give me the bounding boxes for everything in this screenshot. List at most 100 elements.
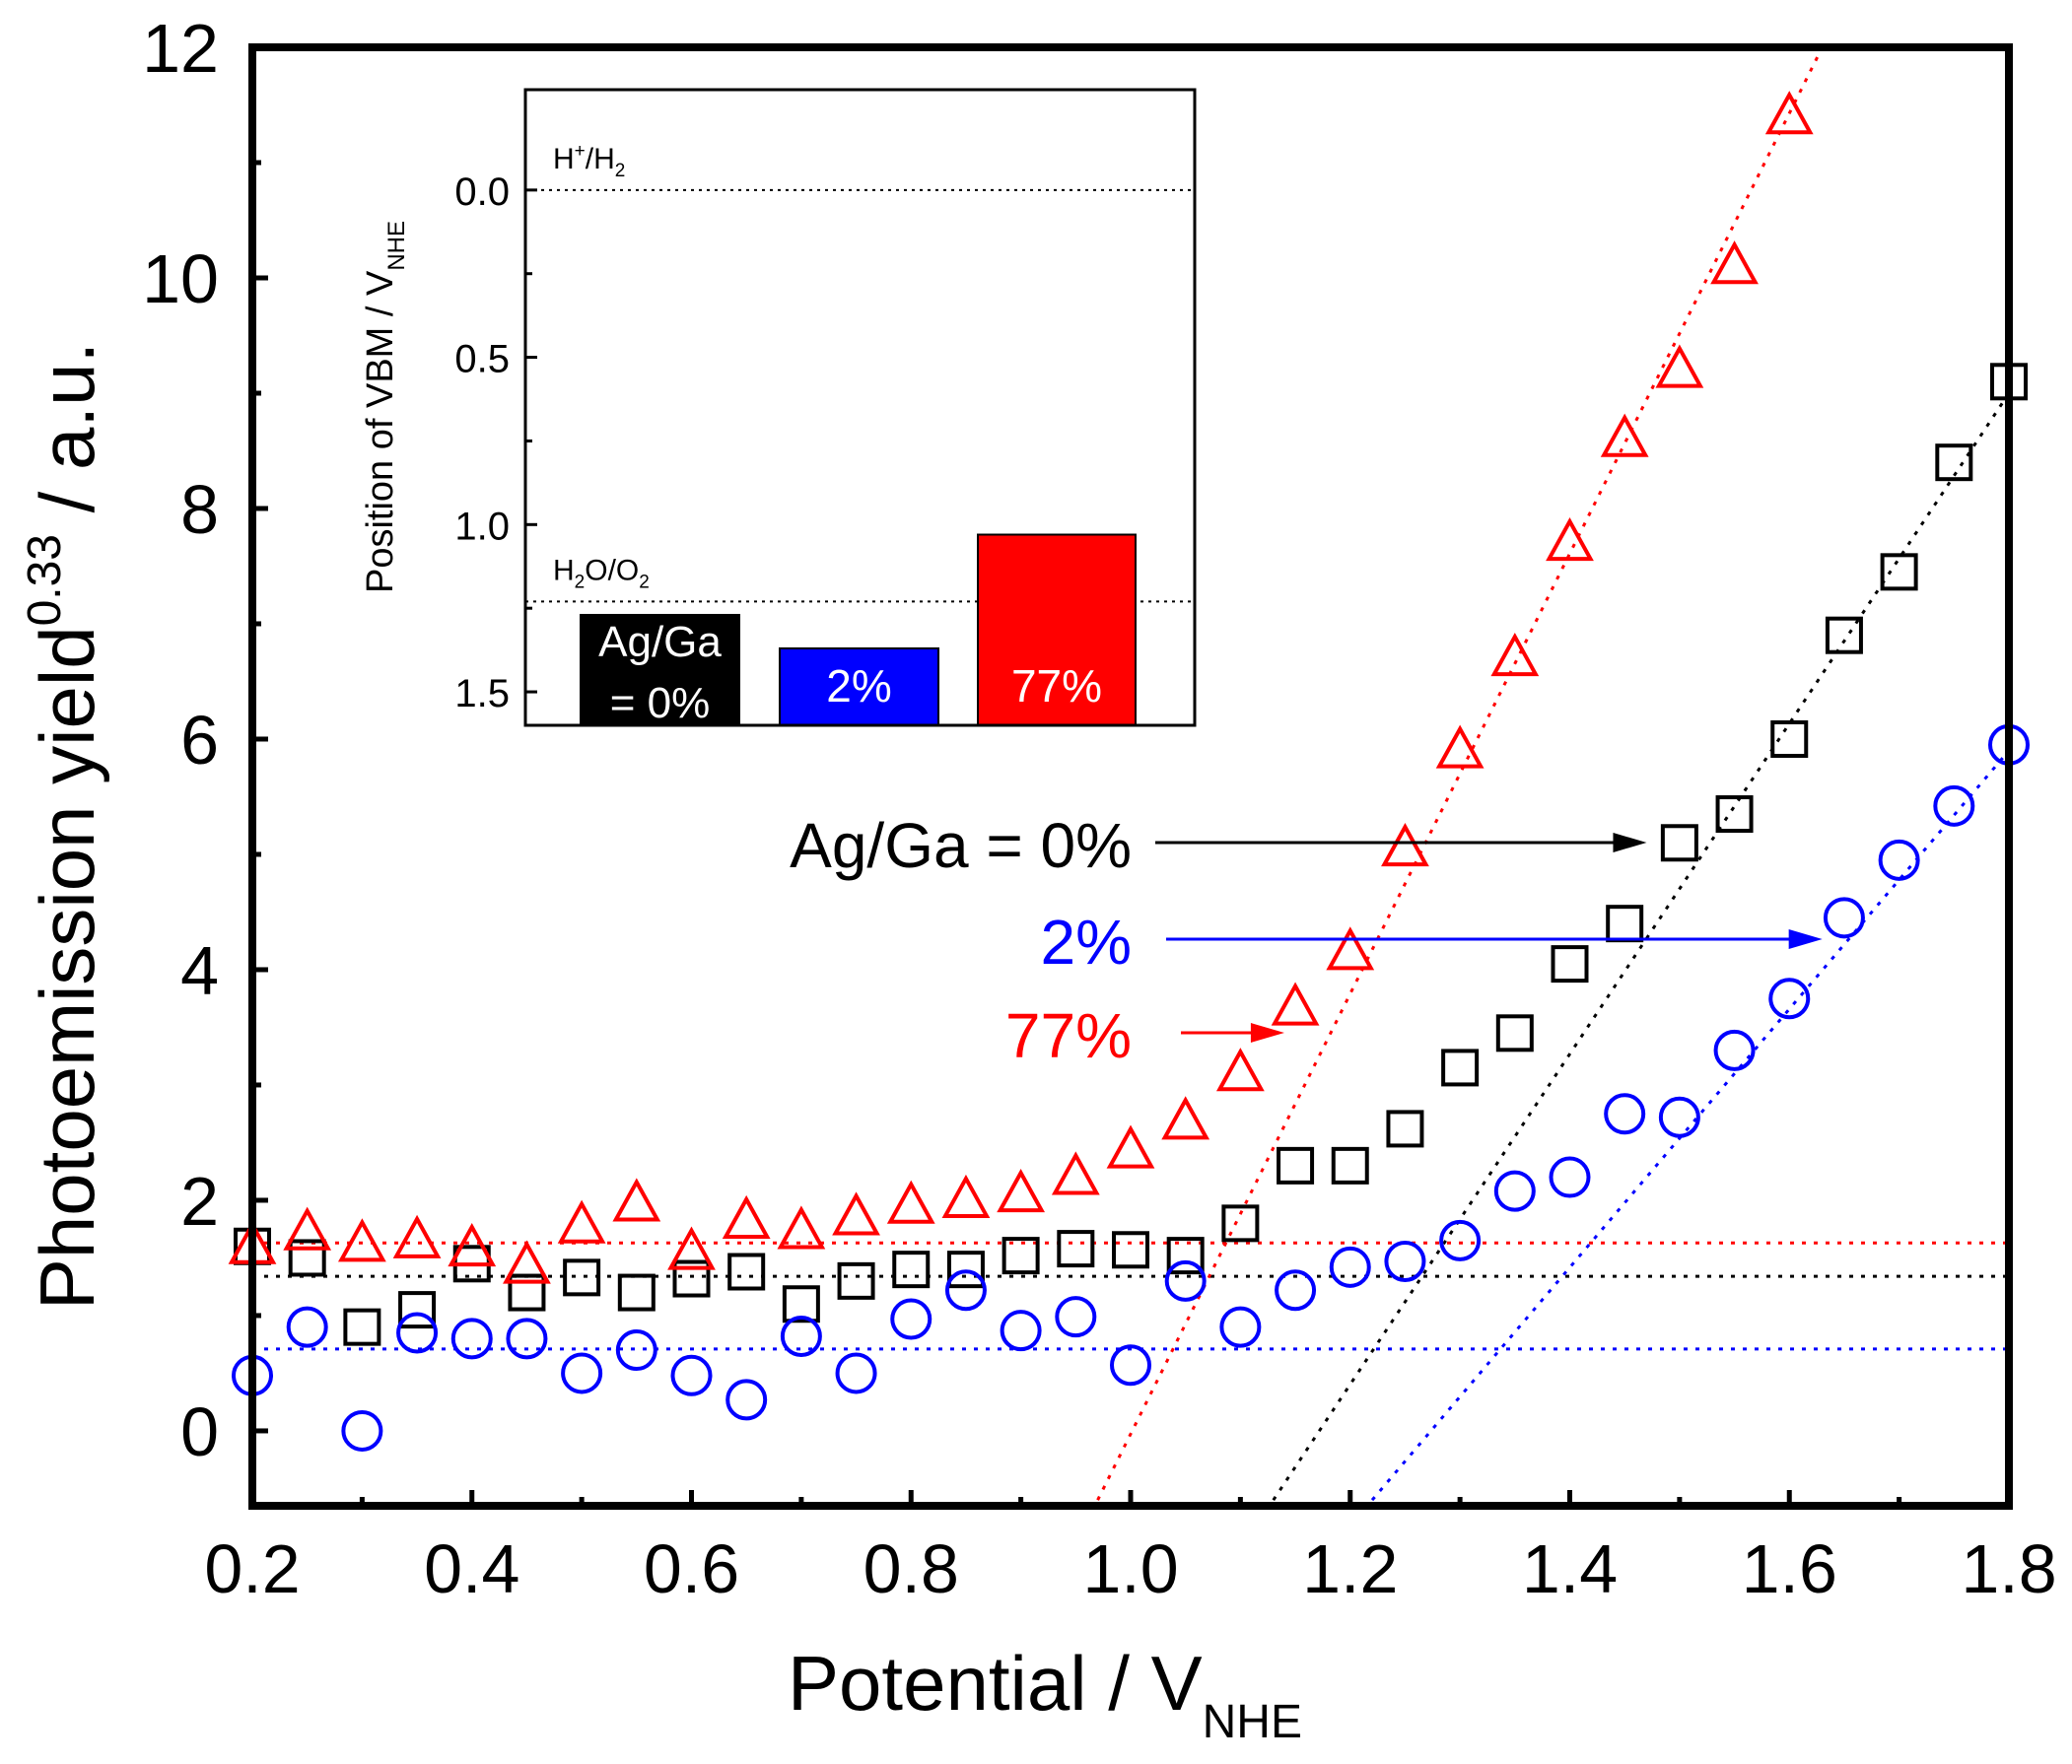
data-point-circle [670,1354,713,1396]
y-tick-label-10: 10 [142,240,219,317]
arrow-head-triangle [1250,1023,1284,1043]
inset-bar-label: = 0% [610,679,711,727]
data-point-square [727,1253,766,1291]
inset-bar-label: 77% [1011,660,1102,712]
inset-y-axis-title: Position of VBM / VNHE [360,221,410,593]
data-point-triangle [1655,344,1704,388]
data-point-square [1112,1231,1149,1269]
data-point-square [1660,824,1698,862]
data-point-triangle [1600,413,1649,457]
inset-bar-1 [580,613,740,727]
data-point-square [946,1251,985,1289]
data-point-triangle [1215,1048,1265,1092]
data-point-square [672,1259,711,1298]
data-point-circle [1219,1306,1262,1348]
data-point-triangle [1435,724,1485,769]
data-point-triangle [777,1205,826,1250]
data-point-circle [1000,1310,1042,1352]
x-tick-label-1.0: 1.0 [1082,1530,1178,1607]
inset-reference-label-part: 2 [639,572,650,592]
data-point-circle [286,1306,328,1348]
data-point-square [1057,1230,1095,1268]
data-point-triangle [886,1180,935,1224]
data-point-triangle [1546,516,1594,562]
data-point-triangle [392,1214,442,1258]
data-point-circle [1658,1096,1700,1138]
data-point-square [288,1239,326,1277]
x-tick-label-0.8: 0.8 [863,1530,959,1607]
data-point-square [1386,1110,1424,1148]
data-point-square [617,1273,656,1312]
data-point-triangle [1490,632,1540,677]
x-tick-label-0.4: 0.4 [424,1530,519,1607]
data-point-circle [780,1316,822,1358]
y-tick-label-8: 8 [180,471,219,548]
data-point-circle [1604,1093,1646,1135]
inset-y-tick-label: 0.5 [454,338,510,381]
plot-area: 0.2 0.4 0.6 0.8 1.0 1.2 1.4 1.6 1.8 0 2 4 6 8 10 12 Ag/G… [142,10,2057,1607]
data-point-triangle [1271,982,1320,1026]
data-point-square [1441,1049,1480,1087]
data-point-triangle [1710,240,1759,285]
inset-y-tick-label: 0.0 [454,170,510,214]
data-point-triangle [612,1178,661,1222]
data-point-square [508,1273,546,1312]
data-point-circle [1823,897,1865,939]
x-tick-label-1.4: 1.4 [1522,1530,1618,1607]
x-tick-label-1.6: 1.6 [1742,1530,1837,1607]
inset-reference-label-part: + [575,141,586,162]
data-point-circle [944,1269,987,1312]
y-tick-label-6: 6 [180,702,219,779]
data-point-square [398,1291,437,1329]
series-circle-markers [232,723,2030,1452]
series-label-square: Ag/Ga = 0% [790,810,1132,881]
data-point-circle [1933,784,1975,827]
inset-reference-label-part: H [553,143,575,175]
data-point-square [782,1285,820,1323]
data-point-square [1880,553,1918,591]
data-point-square [892,1251,931,1289]
data-point-circle [1055,1296,1097,1338]
y-tick-label-0: 0 [180,1393,219,1470]
inset-y-axis-title-main: Position of VBM / V [360,270,401,593]
data-point-square [1331,1146,1369,1185]
x-tick-label-1.2: 1.2 [1302,1530,1398,1607]
arrow-head-square [1613,833,1647,852]
data-point-triangle [337,1218,386,1262]
data-point-triangle [667,1226,716,1270]
data-point-circle [450,1318,493,1360]
data-point-square [563,1258,601,1297]
series-label-circle: 2% [1041,907,1133,978]
inset-reference-label-part: /H [586,143,615,175]
data-point-triangle [1381,822,1429,867]
data-point-triangle [448,1222,497,1267]
inset-reference-label: H+/H2 [553,141,625,181]
data-point-square [343,1308,381,1346]
data-point-circle [1110,1344,1151,1387]
data-point-square [837,1261,875,1300]
data-point-circle [1549,1156,1591,1198]
data-point-circle [561,1352,603,1394]
y-axis-title: Photoemission yield0.33 / a.u. [19,342,110,1310]
data-point-square [1551,945,1589,984]
inset-bar-3 [977,533,1137,726]
fit-line-2% [1370,749,2009,1502]
data-point-square [1935,443,1973,482]
data-point-circle [835,1352,877,1394]
data-point-square [1277,1146,1315,1185]
data-point-triangle [1051,1151,1100,1195]
data-point-triangle [722,1194,771,1240]
data-point-square [1166,1237,1205,1275]
inset-reference-label-part: 2 [575,572,586,592]
data-point-square [1495,1014,1534,1052]
data-point-triangle [1161,1096,1210,1140]
data-point-circle [725,1379,768,1421]
inset-y-axis-title-sub: NHE [383,221,410,271]
x-tick-label-1.8: 1.8 [1961,1530,2056,1607]
data-point-circle [1713,1029,1756,1071]
data-point-square [1221,1204,1260,1243]
data-point-triangle [1106,1124,1155,1169]
data-point-square [1825,616,1863,654]
inset-reference-label: H2O/O2 [553,554,650,592]
